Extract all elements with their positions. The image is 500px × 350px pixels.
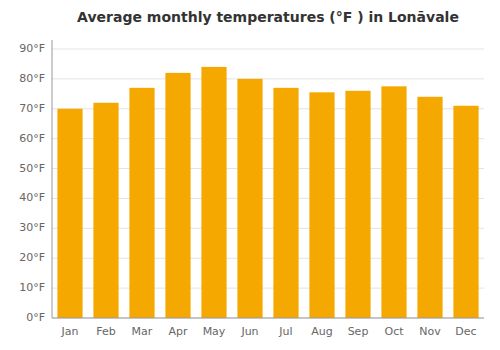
y-tick-label: 40°F (19, 191, 45, 204)
bar (57, 109, 82, 318)
grid-line (52, 48, 484, 49)
y-tick-label: 50°F (19, 162, 45, 175)
grid (52, 49, 484, 318)
grid-line (52, 318, 484, 319)
y-tick-label: 0°F (26, 311, 45, 324)
x-tick-label: May (203, 325, 226, 338)
y-tick-label: 30°F (19, 221, 45, 234)
x-tick-label: Feb (96, 325, 115, 338)
x-axis-ticks: Jan Feb Mar Apr May Jun Jul Aug Sep Oct Nov Dec (61, 325, 477, 338)
x-tick-label: Aug (311, 325, 332, 338)
page: {"chart_data": {"type": "bar", "title": … (0, 0, 500, 350)
bar (273, 88, 298, 318)
grid-line (52, 78, 484, 79)
bar (309, 92, 334, 318)
x-tick-label: Jun (240, 325, 258, 338)
y-tick-label: 80°F (19, 72, 45, 85)
bar (453, 106, 478, 318)
y-tick-label: 60°F (19, 132, 45, 145)
bar (417, 97, 442, 318)
chart-title: Average monthly temperatures (°F ) in Lo… (77, 9, 459, 25)
x-tick-label: Jan (61, 325, 79, 338)
bar (237, 79, 262, 318)
bar (165, 73, 190, 318)
y-tick-label: 20°F (19, 251, 45, 264)
bar (201, 67, 226, 318)
x-tick-label: Sep (348, 325, 369, 338)
bar (93, 103, 118, 318)
y-tick-label: 90°F (19, 42, 45, 55)
bar (381, 86, 406, 318)
y-tick-label: 70°F (19, 102, 45, 115)
x-axis-line (52, 318, 484, 319)
chart-svg: 0°F 10°F 20°F 30°F 40°F 50°F 60°F 70°F 80°F 90°F J… (0, 0, 500, 350)
y-axis-line (52, 40, 53, 318)
chart-container: 0°F 10°F 20°F 30°F 40°F 50°F 60°F 70°F 80°F 90°F J… (0, 0, 500, 350)
x-tick-label: Apr (168, 325, 188, 338)
bar (129, 88, 154, 318)
bars (57, 67, 478, 318)
x-tick-label: Dec (455, 325, 476, 338)
x-tick-label: Mar (132, 325, 153, 338)
x-tick-label: Oct (384, 325, 404, 338)
bar (345, 91, 370, 318)
y-tick-label: 10°F (19, 281, 45, 294)
y-axis-ticks: 0°F 10°F 20°F 30°F 40°F 50°F 60°F 70°F 80°F 90°F (19, 42, 45, 324)
x-tick-label: Jul (278, 325, 292, 338)
x-tick-label: Nov (419, 325, 441, 338)
